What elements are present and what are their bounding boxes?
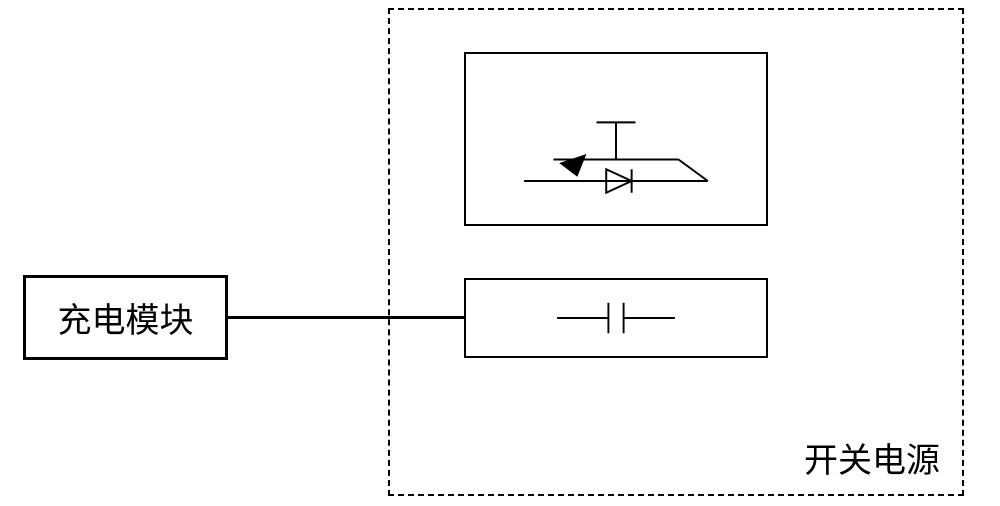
igbt-symbol-icon	[466, 54, 766, 224]
igbt-block	[464, 52, 768, 226]
charging-module-label: 充电模块	[58, 293, 194, 342]
charging-module-block: 充电模块	[23, 275, 228, 360]
capacitor-block	[464, 278, 768, 358]
switch-power-label: 开关电源	[804, 433, 940, 482]
capacitor-symbol-icon	[466, 280, 766, 356]
